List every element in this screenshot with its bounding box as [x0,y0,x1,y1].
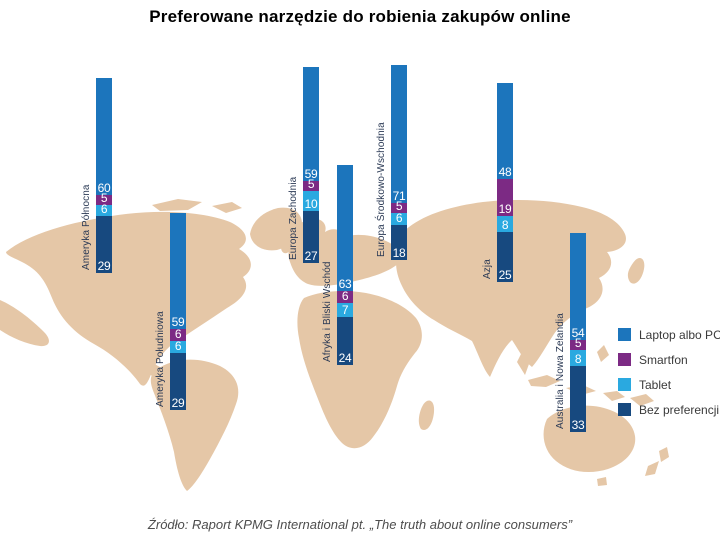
bar-segment: 59 [303,67,319,182]
bar-segment: 29 [170,352,186,410]
legend-label: Tablet [639,377,672,392]
legend-item: Smartfon [618,347,720,372]
segment-value: 6 [341,289,349,303]
bar-segment: 33 [570,366,586,432]
bar-segment: 6 [170,338,186,353]
segment-value: 60 [97,181,111,195]
segment-value: 63 [338,277,352,291]
bar-segment: 5 [303,177,319,192]
bar-segment: 18 [391,224,407,260]
legend-item: Laptop albo PC [618,322,720,347]
legend-label: Laptop albo PC [639,327,720,342]
bar-segment: 10 [303,191,319,211]
segment-value: 27 [304,248,318,263]
segment-value: 5 [395,199,403,214]
bar-segment: 7 [337,303,353,317]
legend-swatch [618,353,631,366]
segment-value: 6 [174,338,182,353]
segment-value: 29 [171,395,185,410]
segment-value: 8 [574,352,582,367]
segment-value: 24 [338,351,352,365]
segment-value: 18 [392,245,406,260]
segment-value: 6 [395,210,403,225]
region-bar: 48 19 8 25 [497,83,513,282]
region-label: Ameryka Południowa [155,311,166,407]
segment-value: 71 [392,189,406,204]
bar-segment: 60 [96,78,112,195]
bar-segment: 5 [391,199,407,214]
region-bar: 59 6 6 29 [170,213,186,410]
legend-item: Bez preferencji [618,397,720,422]
legend-swatch [618,378,631,391]
segment-value: 25 [498,267,512,282]
bar-segment: 5 [96,190,112,205]
region-bar: 63 6 7 24 [337,165,353,365]
bar-segment: 63 [337,165,353,291]
bar-segment: 8 [497,216,513,233]
region-label: Afryka i Bliski Wschód [322,261,333,362]
bar-segment: 5 [570,336,586,351]
segment-value: 33 [571,417,585,432]
bar-segment: 54 [570,233,586,341]
source-caption: Źródło: Raport KPMG International pt. „T… [147,517,573,532]
bar-segment: 27 [303,210,319,263]
legend-swatch [618,403,631,416]
legend-item: Tablet [618,372,720,397]
region-label: Azja [482,259,493,279]
segment-value: 7 [341,303,349,317]
legend-label: Bez preferencji [639,402,720,417]
bar-segment: 6 [170,327,186,342]
region-label: Europa Środkowo-Wschodnia [376,122,387,257]
segment-value: 6 [174,327,182,342]
legend-label: Smartfon [639,352,688,367]
bar-segment: 6 [337,289,353,303]
segment-value: 59 [171,315,185,330]
legend: Laptop albo PC Smartfon Tablet Bez preferen… [618,322,720,422]
bar-segment: 8 [570,350,586,367]
segment-value: 48 [498,164,512,179]
segment-value: 59 [304,167,318,182]
segment-value: 19 [498,202,512,217]
bar-segment: 6 [391,210,407,225]
segment-value: 6 [100,202,108,217]
bar-segment: 29 [96,216,112,273]
region-label: Australia i Nowa Zelandia [555,313,566,429]
chart-title: Preferowane narzędzie do robienia zakupó… [149,7,571,26]
region-bar: 59 5 10 27 [303,67,319,263]
bar-segment: 25 [497,232,513,282]
segment-value: 8 [501,218,509,233]
segment-value: 10 [304,196,318,211]
segment-value: 5 [574,336,582,351]
region-bar: 60 5 6 29 [96,78,112,273]
region-bar: 54 5 8 33 [570,233,586,432]
legend-swatch [618,328,631,341]
region-bar: 71 5 6 18 [391,65,407,260]
segment-value: 54 [571,326,585,341]
segment-value: 5 [100,190,108,205]
bar-segment: 6 [96,202,112,217]
bar-segment: 19 [497,178,513,217]
bar-segment: 59 [170,213,186,330]
region-label: Ameryka Północna [81,184,92,270]
segment-value: 29 [97,258,111,273]
segment-value: 5 [307,177,315,192]
bar-segment: 48 [497,83,513,179]
region-label: Europa Zachodnia [288,176,299,260]
bar-segment: 24 [337,317,353,365]
bar-segment: 71 [391,65,407,204]
